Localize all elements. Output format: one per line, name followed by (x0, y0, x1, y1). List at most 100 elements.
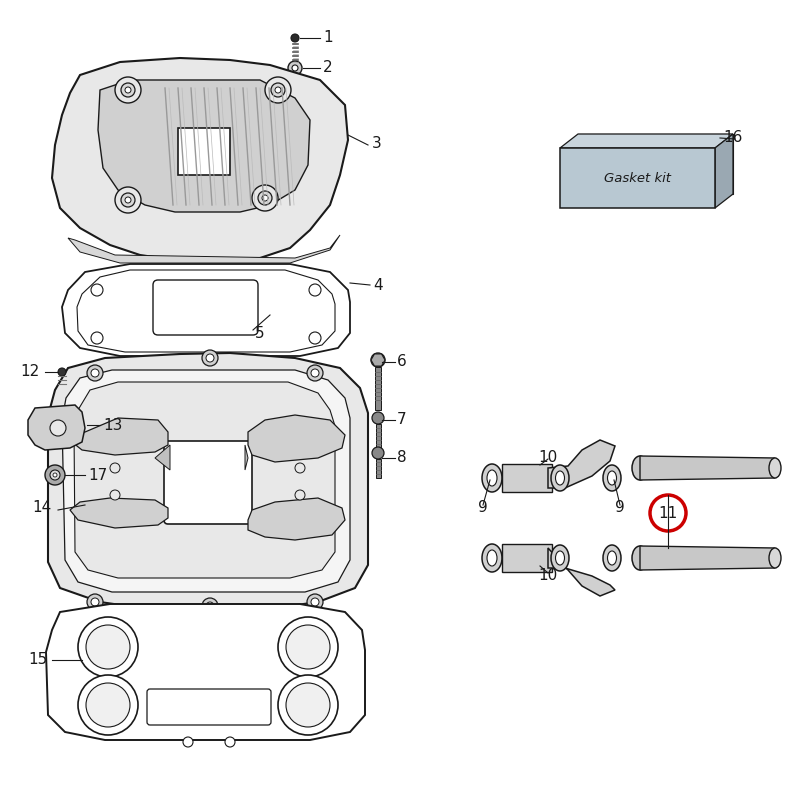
Ellipse shape (607, 551, 617, 565)
Circle shape (125, 87, 131, 93)
Text: 3: 3 (372, 135, 382, 150)
Circle shape (286, 625, 330, 669)
Text: 10: 10 (538, 450, 558, 465)
Circle shape (110, 490, 120, 500)
Polygon shape (98, 80, 310, 212)
Polygon shape (502, 464, 552, 492)
Ellipse shape (603, 465, 621, 491)
Circle shape (91, 598, 99, 606)
Polygon shape (560, 134, 733, 148)
Circle shape (110, 463, 120, 473)
Circle shape (372, 412, 384, 424)
Polygon shape (248, 498, 345, 540)
Circle shape (225, 737, 235, 747)
Text: 7: 7 (397, 413, 406, 427)
Ellipse shape (482, 464, 502, 492)
Polygon shape (560, 148, 715, 208)
Text: 11: 11 (658, 506, 678, 521)
Circle shape (295, 463, 305, 473)
Ellipse shape (551, 465, 569, 491)
Ellipse shape (607, 471, 617, 485)
Circle shape (50, 470, 60, 480)
Text: 1: 1 (323, 30, 333, 46)
Text: 17: 17 (88, 467, 107, 482)
Text: 5: 5 (255, 326, 265, 342)
Circle shape (202, 350, 218, 366)
Circle shape (91, 369, 99, 377)
Polygon shape (28, 405, 85, 450)
Polygon shape (375, 424, 381, 448)
Text: 9: 9 (615, 499, 625, 514)
Circle shape (78, 617, 138, 677)
Polygon shape (70, 498, 168, 528)
Circle shape (258, 191, 272, 205)
Circle shape (311, 598, 319, 606)
FancyBboxPatch shape (164, 441, 252, 524)
Circle shape (295, 490, 305, 500)
Circle shape (50, 420, 66, 436)
Polygon shape (375, 459, 381, 478)
Circle shape (87, 365, 103, 381)
Circle shape (121, 83, 135, 97)
Circle shape (86, 625, 130, 669)
Polygon shape (178, 128, 230, 175)
Ellipse shape (555, 471, 565, 485)
Circle shape (288, 61, 302, 75)
Text: 8: 8 (397, 450, 406, 466)
Polygon shape (68, 235, 340, 263)
Polygon shape (248, 415, 345, 462)
FancyBboxPatch shape (153, 280, 258, 335)
Circle shape (307, 365, 323, 381)
Text: 9: 9 (478, 499, 488, 514)
Circle shape (650, 495, 686, 531)
Circle shape (206, 602, 214, 610)
Polygon shape (548, 548, 615, 596)
Polygon shape (46, 604, 365, 740)
Text: 10: 10 (538, 567, 558, 582)
Text: 2: 2 (323, 61, 333, 75)
Circle shape (371, 353, 385, 367)
Ellipse shape (555, 551, 565, 565)
Text: 12: 12 (21, 365, 40, 379)
Polygon shape (155, 445, 170, 470)
Polygon shape (77, 270, 335, 352)
Polygon shape (640, 456, 775, 480)
Ellipse shape (482, 544, 502, 572)
Circle shape (125, 197, 131, 203)
Polygon shape (72, 418, 168, 455)
Polygon shape (375, 367, 381, 410)
Polygon shape (74, 382, 335, 578)
Circle shape (115, 77, 141, 103)
Circle shape (87, 594, 103, 610)
Text: 4: 4 (373, 278, 382, 293)
Circle shape (309, 332, 321, 344)
Circle shape (271, 83, 285, 97)
Circle shape (206, 354, 214, 362)
Text: 6: 6 (397, 354, 406, 370)
Circle shape (91, 332, 103, 344)
Circle shape (58, 368, 66, 376)
Circle shape (372, 447, 384, 459)
Circle shape (278, 617, 338, 677)
Polygon shape (245, 445, 248, 470)
Ellipse shape (769, 548, 781, 568)
Ellipse shape (603, 545, 621, 571)
Circle shape (309, 284, 321, 296)
Ellipse shape (632, 456, 648, 480)
Polygon shape (62, 264, 350, 356)
Polygon shape (371, 354, 385, 366)
Circle shape (45, 465, 65, 485)
Circle shape (286, 683, 330, 727)
Text: 16: 16 (723, 130, 742, 146)
Circle shape (265, 77, 291, 103)
Circle shape (307, 594, 323, 610)
Polygon shape (502, 544, 552, 572)
Ellipse shape (632, 546, 648, 570)
Circle shape (275, 87, 281, 93)
Circle shape (278, 675, 338, 735)
Text: 14: 14 (33, 501, 52, 515)
Polygon shape (52, 58, 348, 262)
Text: 13: 13 (103, 418, 122, 433)
Circle shape (262, 195, 268, 201)
Polygon shape (62, 370, 350, 592)
